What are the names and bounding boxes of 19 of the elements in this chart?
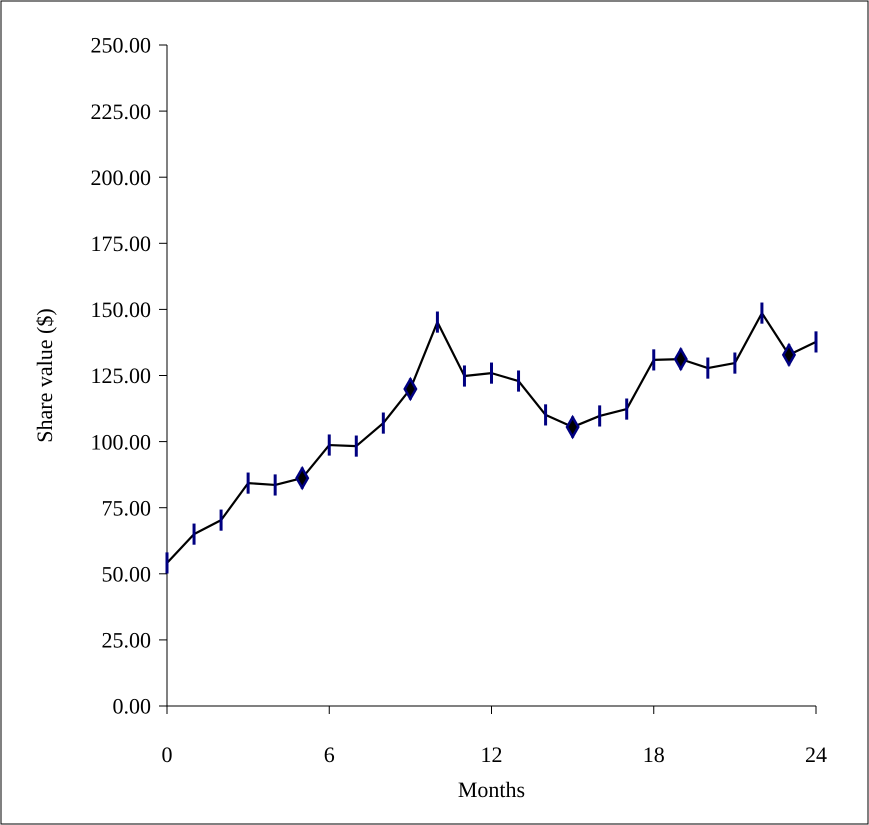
- y-tick-label: 125.00: [90, 363, 151, 388]
- y-tick-label: 0.00: [112, 694, 151, 719]
- y-tick-label: 200.00: [90, 164, 151, 190]
- x-axis-title: Months: [458, 777, 526, 802]
- x-tick-label: 18: [642, 742, 665, 767]
- x-tick-label: 6: [324, 742, 335, 767]
- x-tick-label: 24: [805, 742, 827, 767]
- x-tick-label: 0: [162, 742, 172, 767]
- y-tick-label: 100.00: [90, 429, 151, 454]
- y-tick-label: 75.00: [102, 495, 151, 520]
- y-tick-label: 50.00: [102, 562, 151, 586]
- y-tick-label: 225.00: [90, 98, 151, 124]
- x-tick-label: 12: [480, 742, 502, 767]
- y-tick-label: 25.00: [102, 628, 151, 653]
- y-tick-label: 150.00: [90, 297, 151, 322]
- line-series: [166, 312, 818, 564]
- y-tick-label: 175.00: [90, 231, 151, 256]
- y-tick-label: 250.00: [90, 32, 151, 58]
- y-axis-title: Share value ($): [32, 308, 57, 443]
